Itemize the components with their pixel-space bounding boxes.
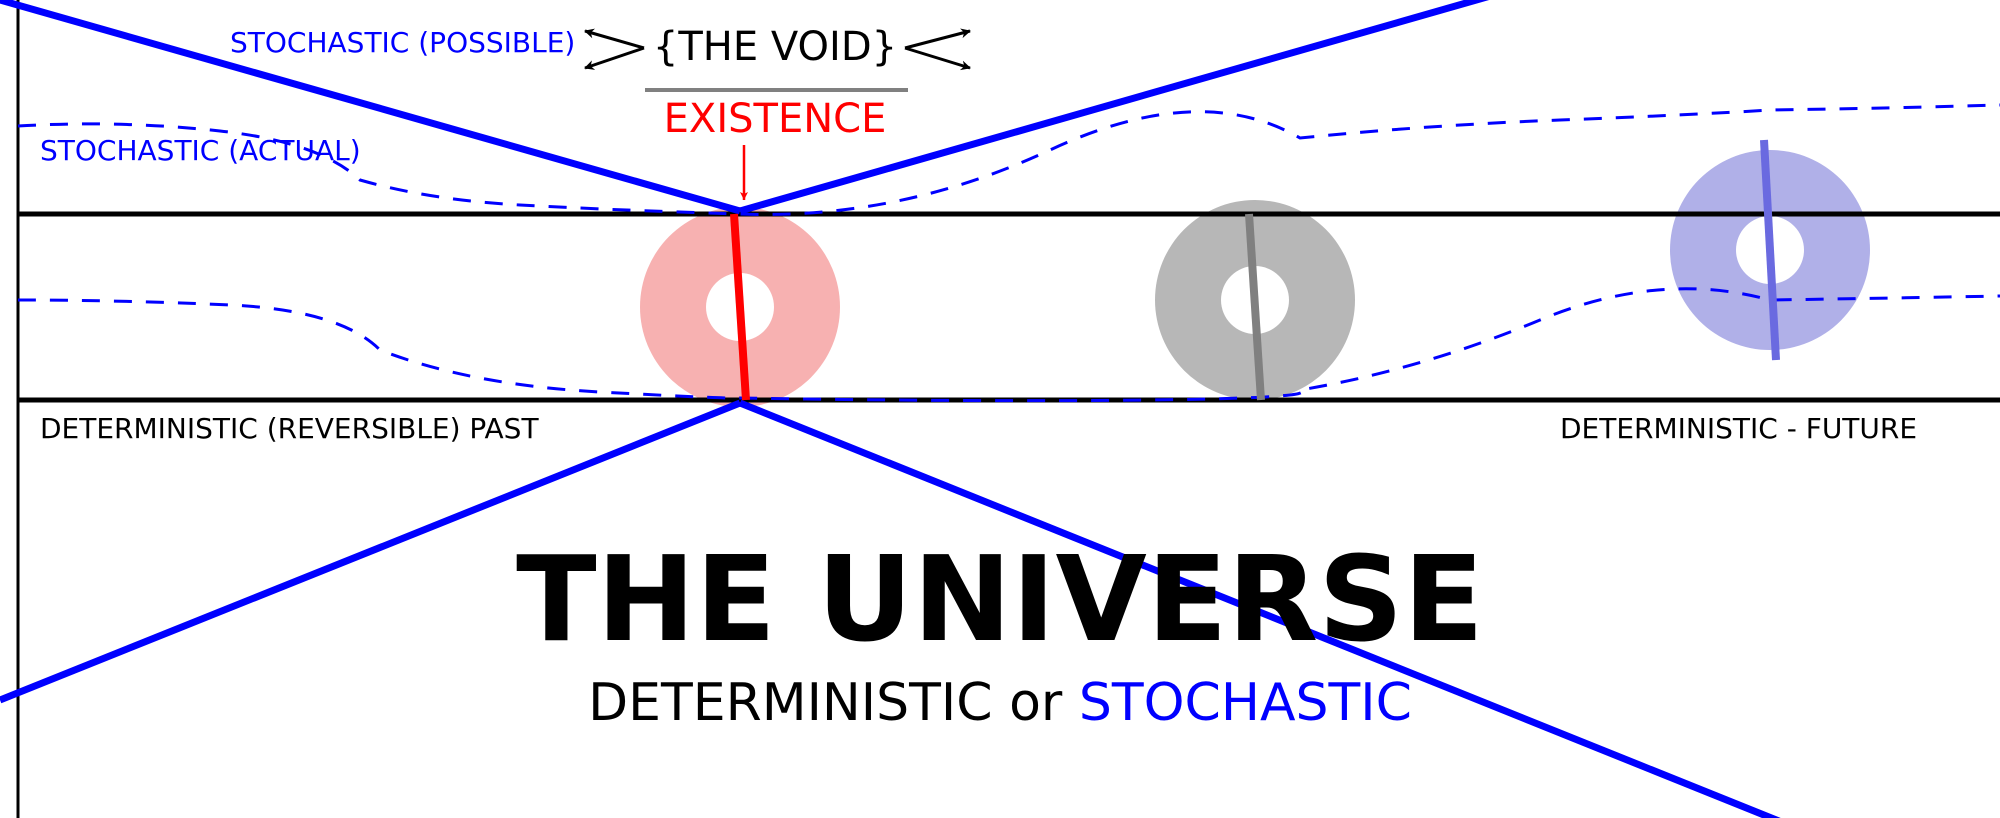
subtitle-label: DETERMINISTIC or STOCHASTIC <box>588 673 1412 733</box>
subtitle-deterministic: DETERMINISTIC <box>588 673 993 733</box>
stochastic-actual-label: STOCHASTIC (ACTUAL) <box>40 134 361 167</box>
diagram-canvas: {THE VOID} EXISTENCE STOCHASTIC (POSSIBL… <box>0 0 2000 818</box>
deterministic-future-label: DETERMINISTIC - FUTURE <box>1560 412 1917 445</box>
deterministic-past-label: DETERMINISTIC (REVERSIBLE) PAST <box>40 412 539 445</box>
title-label: THE UNIVERSE <box>516 530 1484 668</box>
stochastic-possible-label: STOCHASTIC (POSSIBLE) <box>230 26 575 59</box>
existence-label: EXISTENCE <box>664 96 887 142</box>
subtitle-or: or <box>993 673 1079 733</box>
subtitle-stochastic: STOCHASTIC <box>1079 673 1412 733</box>
void-label: {THE VOID} <box>653 24 897 70</box>
